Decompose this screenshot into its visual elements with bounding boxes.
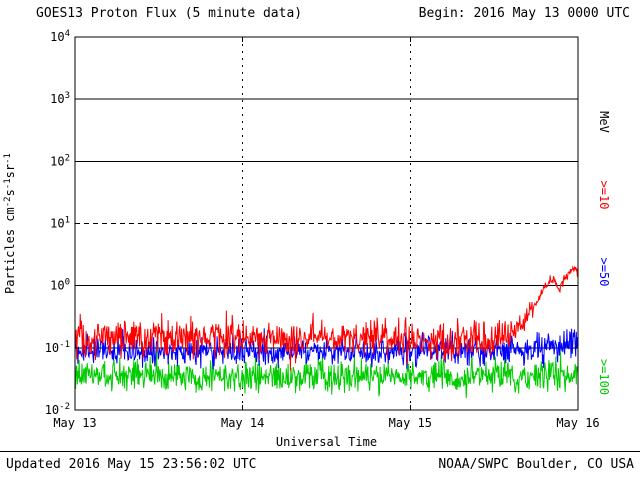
right-axis-series-label: >=10 <box>597 181 611 210</box>
y-tick-label: 10-1 <box>45 340 70 355</box>
right-axis-series-label: >=50 <box>597 258 611 287</box>
x-axis-label: Universal Time <box>276 435 377 449</box>
right-axis-unit-label: MeV <box>597 111 611 133</box>
y-tick-labels: 104 103 102 101 100 10-1 10-2 <box>45 29 70 417</box>
source-label: NOAA/SWPC Boulder, CO USA <box>438 457 634 472</box>
series-100-mev <box>74 348 579 399</box>
x-tick-label: May 15 <box>389 416 432 430</box>
begin-label: Begin: 2016 May 13 0000 UTC <box>418 6 630 21</box>
x-tick-label: May 13 <box>53 416 96 430</box>
series-group <box>74 265 579 399</box>
y-tick-label: 104 <box>50 29 70 44</box>
footer-divider <box>0 451 640 452</box>
right-axis-labels: MeV >=10 >=50 >=100 <box>597 111 611 395</box>
y-tick-label: 10-2 <box>45 402 70 417</box>
x-tick-labels: May 13 May 14 May 15 May 16 <box>53 416 599 430</box>
updated-label: Updated 2016 May 15 23:56:02 UTC <box>6 457 257 472</box>
y-tick-label: 103 <box>50 91 70 106</box>
series-10-mev <box>74 265 579 371</box>
y-tick-label: 100 <box>50 278 70 293</box>
grid-hlines <box>75 98 578 349</box>
y-tick-label: 102 <box>50 153 70 168</box>
y-tick-label: 101 <box>50 216 70 231</box>
x-tick-label: May 14 <box>221 416 264 430</box>
axis-ticks <box>74 36 579 411</box>
chart-title: GOES13 Proton Flux (5 minute data) <box>36 6 303 21</box>
right-axis-series-label: >=100 <box>597 359 611 395</box>
y-axis-label: Particles cm-2s-1sr-1 <box>3 153 17 294</box>
x-tick-label: May 16 <box>556 416 599 430</box>
